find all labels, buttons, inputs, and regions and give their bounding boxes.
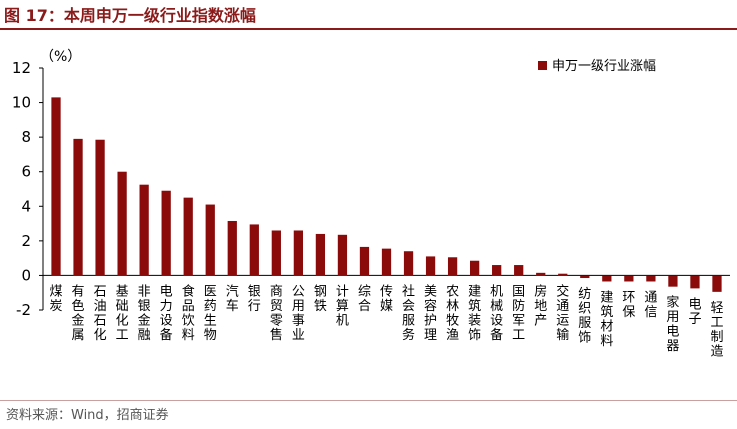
bar [536, 272, 546, 276]
bar [425, 256, 436, 276]
category-label: 建筑装饰 [468, 284, 481, 343]
category-label: 石油石化 [94, 284, 107, 343]
category-label: 商贸零售 [270, 284, 283, 343]
y-tick-label: 4 [21, 197, 31, 215]
y-tick-label: 8 [21, 128, 31, 146]
bar [227, 220, 237, 276]
bar [514, 265, 524, 276]
bars-group [51, 97, 722, 292]
figure-title: 图 17：本周申万一级行业指数涨幅 [4, 6, 256, 25]
category-label: 非银金融 [138, 284, 151, 343]
bar [139, 184, 149, 276]
bar [337, 234, 348, 276]
category-label: 家用电器 [666, 295, 679, 355]
bar [690, 275, 700, 289]
category-label: 银行 [248, 284, 261, 314]
category-label: 食品饮料 [182, 283, 195, 343]
category-label: 纺织服饰 [578, 287, 591, 346]
bar [470, 260, 480, 276]
category-label: 公用事业 [292, 284, 305, 343]
category-label: 汽车 [226, 284, 239, 314]
category-label: 基础化工 [116, 284, 129, 343]
bar [646, 275, 656, 282]
title-divider [0, 28, 737, 30]
y-axis-unit-label: （%） [40, 49, 81, 65]
category-label: 传媒 [380, 284, 393, 314]
legend-swatch [538, 61, 547, 70]
category-label: 有色金属 [72, 284, 85, 343]
y-tick-label: 10 [12, 94, 31, 112]
bar [602, 275, 612, 282]
category-label: 房地产 [534, 283, 547, 328]
category-label: 社会服务 [402, 283, 415, 343]
category-label: 通信 [644, 290, 657, 320]
bar [624, 275, 634, 282]
bar [492, 265, 502, 276]
category-label: 美容护理 [424, 284, 437, 343]
bar [447, 257, 458, 276]
bar [558, 273, 568, 276]
bar [73, 138, 83, 276]
bar [117, 171, 127, 276]
source-divider [0, 400, 737, 401]
y-tick-label: 2 [21, 232, 31, 250]
bar [205, 204, 215, 276]
category-label: 交通运输 [556, 283, 569, 343]
y-tick-label: -2 [16, 301, 31, 319]
category-label: 环保 [622, 290, 635, 320]
y-tick-label: 12 [12, 59, 31, 77]
bar [95, 139, 105, 276]
category-label: 机械设备 [490, 284, 503, 343]
bar [315, 233, 326, 276]
category-labels: 煤炭有色金属石油石化基础化工非银金融电力设备食品饮料医药生物汽车银行商贸零售公用… [50, 283, 724, 359]
bar [249, 224, 259, 276]
bar [161, 190, 171, 276]
y-tick-label: 6 [21, 163, 31, 181]
bar [712, 275, 722, 292]
source-note: 资料来源：Wind，招商证券 [6, 408, 169, 423]
category-label: 钢铁 [314, 284, 327, 314]
bar [381, 248, 392, 276]
bar [403, 251, 414, 276]
bar [183, 197, 193, 276]
legend: 申万一级行业涨幅 [538, 59, 656, 74]
category-label: 农林牧渔 [446, 284, 459, 343]
bar [51, 97, 61, 276]
bar-chart: （%） -2 0 2 4 6 8 10 12 煤炭有色金属石油石化基础化工非银金融电力设备食品… [12, 49, 730, 359]
category-label: 建筑材料 [600, 290, 613, 349]
bar [580, 275, 590, 279]
bar [668, 275, 678, 287]
category-label: 综合 [358, 284, 371, 314]
y-tick-label: 0 [21, 266, 31, 284]
category-label: 医药生物 [204, 284, 217, 343]
category-label: 轻工制造 [710, 301, 723, 360]
legend-label: 申万一级行业涨幅 [552, 59, 656, 74]
category-label: 电力设备 [160, 284, 173, 343]
bar [293, 230, 303, 276]
category-label: 电子 [688, 297, 701, 327]
bar [359, 246, 370, 276]
category-label: 计算机 [336, 284, 349, 328]
bar [271, 230, 281, 276]
category-label: 国防军工 [512, 284, 525, 343]
category-label: 煤炭 [50, 284, 63, 314]
